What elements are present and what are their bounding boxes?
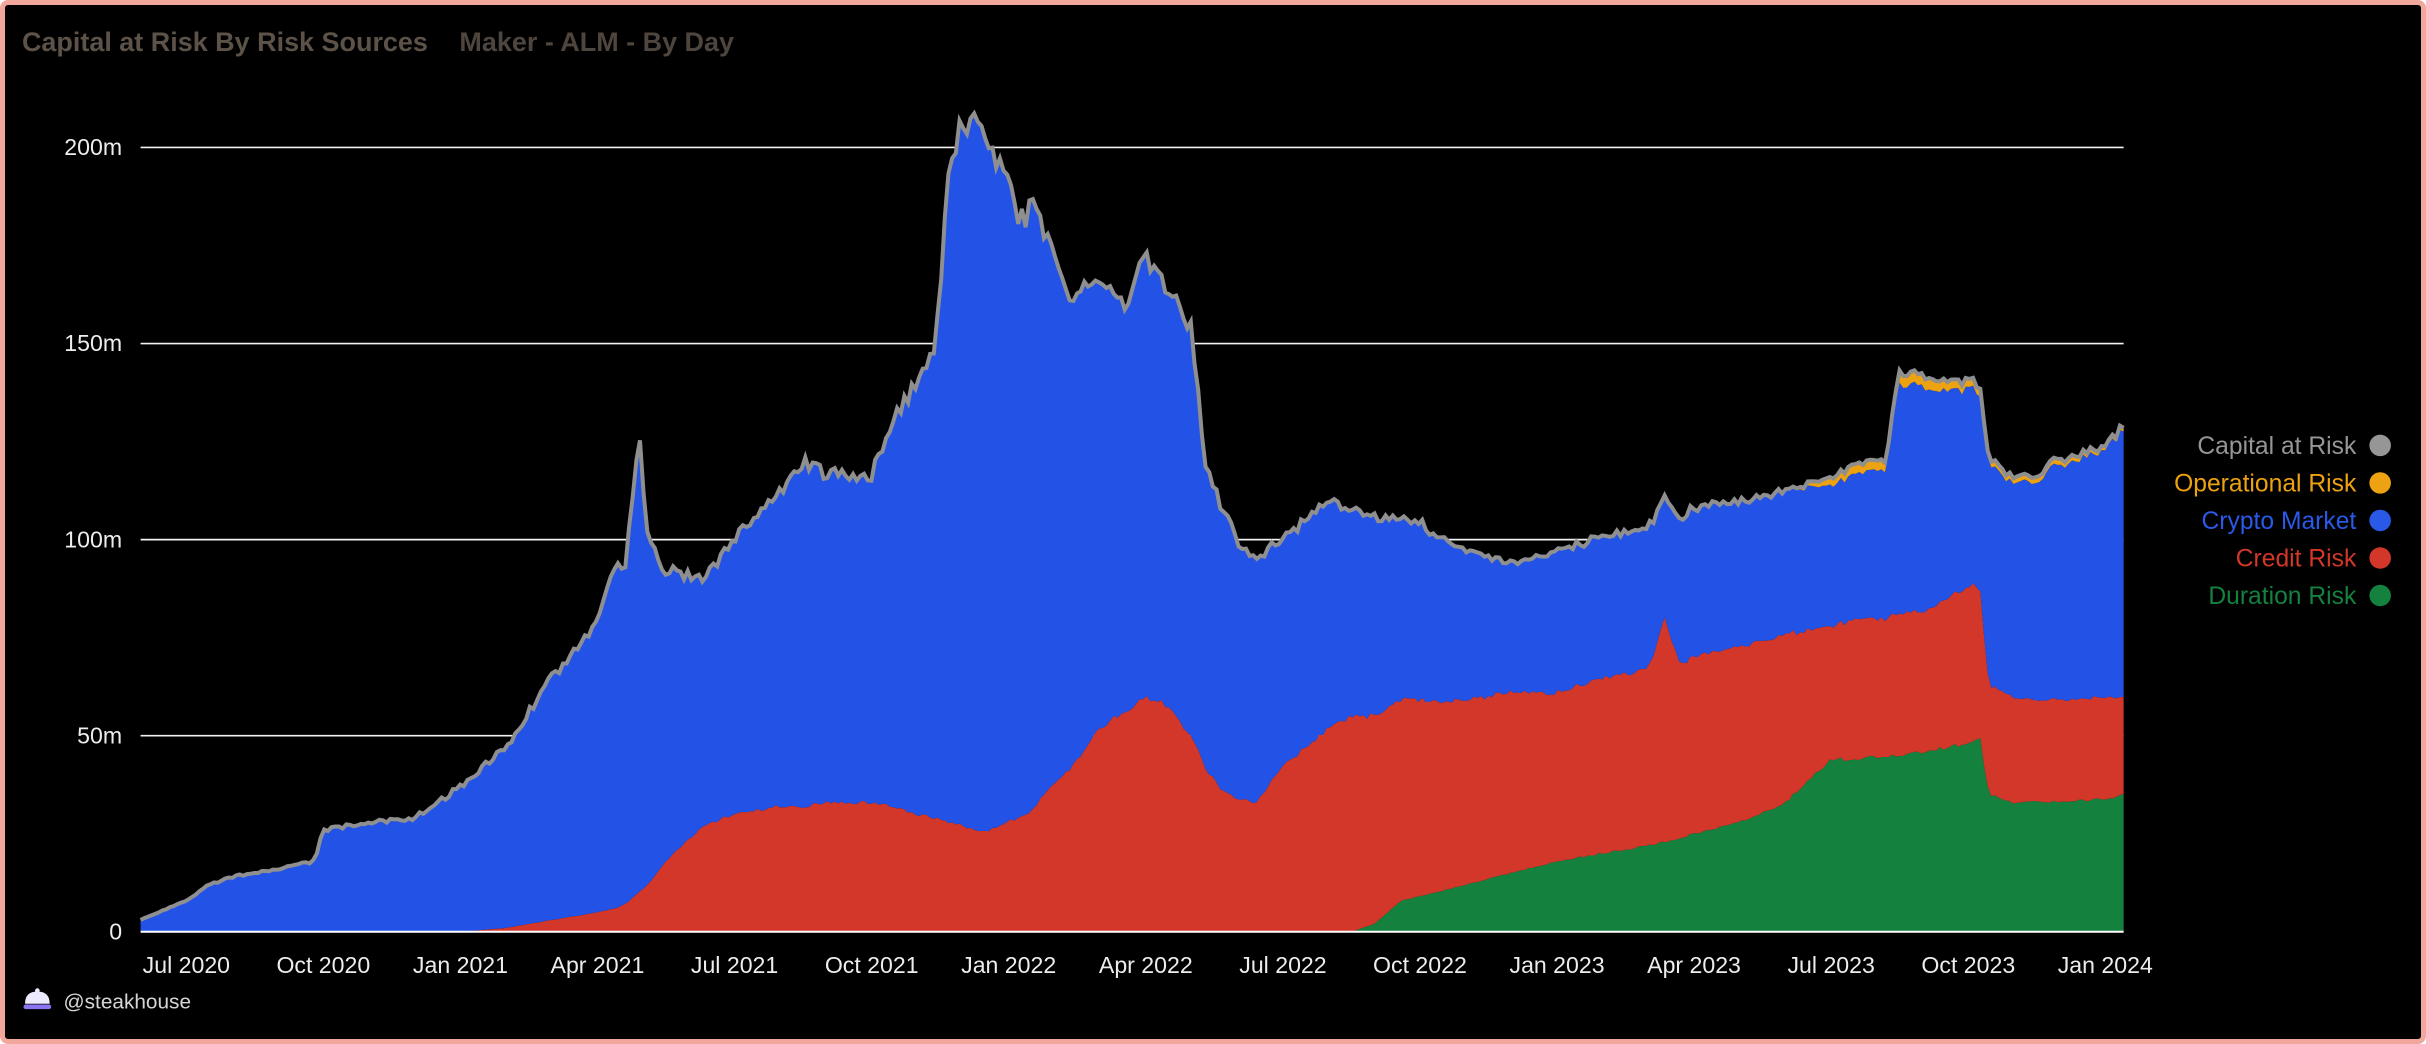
legend-item-capital-at-risk[interactable]: Capital at Risk xyxy=(2197,433,2391,460)
legend-item-operational-risk[interactable]: Operational Risk xyxy=(2174,470,2391,497)
y-tick-label: 200m xyxy=(64,134,122,160)
area-credit-risk xyxy=(140,583,2124,932)
x-tick-label: Oct 2022 xyxy=(1373,952,1467,978)
legend-swatch-duration-risk-icon xyxy=(2369,584,2391,607)
legend-label: Capital at Risk xyxy=(2197,433,2357,460)
legend-item-credit-risk[interactable]: Credit Risk xyxy=(2236,545,2391,572)
area-duration-risk xyxy=(140,737,2124,932)
y-tick-label: 150m xyxy=(64,330,122,356)
y-tick-label: 0 xyxy=(109,918,122,944)
area-series xyxy=(140,113,2124,932)
line-capital-at-risk xyxy=(139,109,2125,922)
legend-item-duration-risk[interactable]: Duration Risk xyxy=(2208,583,2391,610)
x-tick-label: Jul 2020 xyxy=(143,952,230,978)
y-tick-label: 100m xyxy=(64,526,122,552)
chart-layers: Jul 2020 Oct 2020 Jan 2021 Apr 2021 Jul 2021… xyxy=(64,109,2153,978)
legend-label: Operational Risk xyxy=(2174,470,2357,497)
page-title: Capital at Risk By Risk Sources xyxy=(22,27,428,57)
x-tick-label: Jan 2021 xyxy=(413,952,508,978)
x-tick-label: Oct 2021 xyxy=(825,952,919,978)
x-tick-label: Apr 2022 xyxy=(1099,952,1193,978)
legend: Capital at Risk Operational Risk Crypto … xyxy=(2174,433,2391,610)
watermark-handle: @steakhouse xyxy=(64,990,191,1013)
y-axis-labels: 0 50m 100m 150m 200m xyxy=(64,134,122,944)
x-axis-labels: Jul 2020 Oct 2020 Jan 2021 Apr 2021 Jul 2021… xyxy=(143,952,2153,978)
steakhouse-logo-icon xyxy=(23,988,52,1010)
legend-label: Credit Risk xyxy=(2236,545,2357,572)
legend-swatch-crypto-market-icon xyxy=(2369,509,2391,532)
legend-item-crypto-market[interactable]: Crypto Market xyxy=(2201,508,2391,535)
x-tick-label: Jul 2022 xyxy=(1239,952,1326,978)
chart-header: Capital at Risk By Risk Sources Maker - … xyxy=(22,27,734,57)
footer-watermark: @steakhouse xyxy=(23,988,191,1013)
area-crypto-market xyxy=(140,113,2124,932)
x-tick-label: Oct 2020 xyxy=(276,952,370,978)
y-tick-label: 50m xyxy=(77,722,122,748)
legend-swatch-credit-risk-icon xyxy=(2369,547,2391,569)
x-tick-label: Jan 2024 xyxy=(2058,952,2153,978)
x-tick-label: Oct 2023 xyxy=(1921,952,2015,978)
stacked-area-chart: Jul 2020 Oct 2020 Jan 2021 Apr 2021 Jul 2021… xyxy=(22,27,2391,1013)
x-tick-label: Jul 2021 xyxy=(691,952,778,978)
x-tick-label: Jul 2023 xyxy=(1788,952,1875,978)
legend-label: Duration Risk xyxy=(2208,583,2357,610)
legend-swatch-capital-at-risk-icon xyxy=(2369,434,2391,457)
page-subtitle: Maker - ALM - By Day xyxy=(459,27,734,57)
x-tick-label: Apr 2021 xyxy=(551,952,645,978)
x-tick-label: Jan 2022 xyxy=(961,952,1056,978)
x-tick-label: Jan 2023 xyxy=(1510,952,1605,978)
legend-swatch-operational-risk-icon xyxy=(2369,472,2391,494)
x-tick-label: Apr 2023 xyxy=(1647,952,1741,978)
legend-label: Crypto Market xyxy=(2201,508,2356,535)
